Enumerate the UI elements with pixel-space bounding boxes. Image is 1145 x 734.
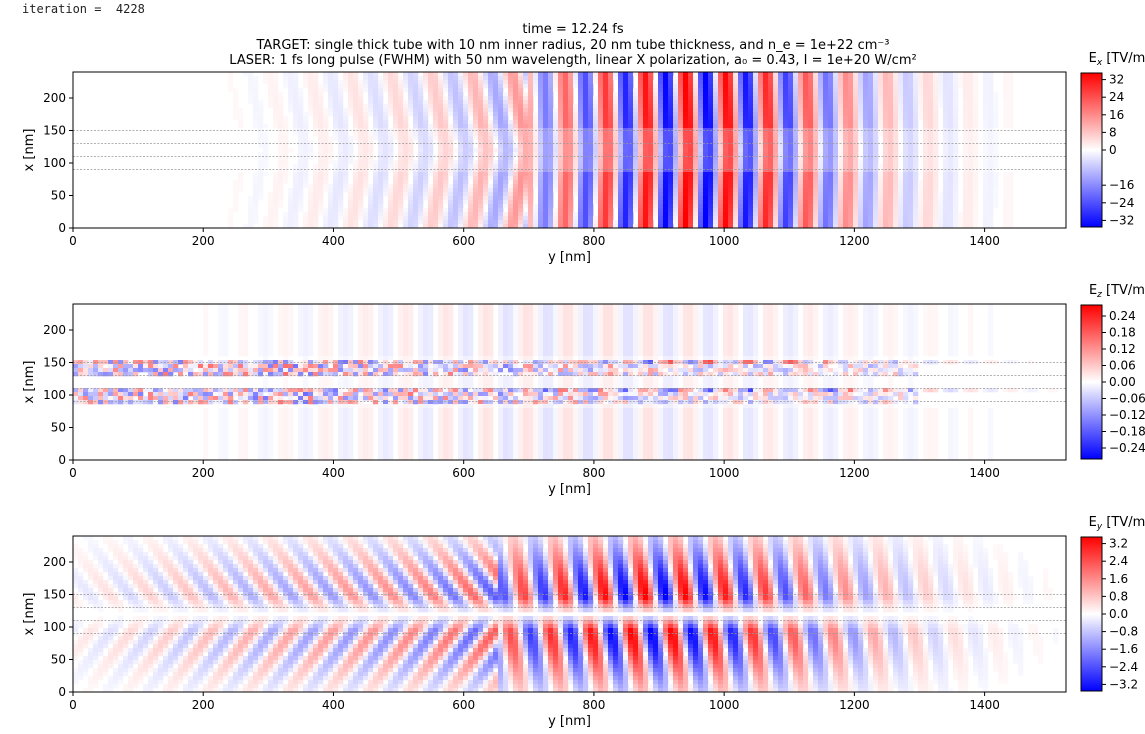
x-tick-label: 800 [582, 698, 605, 712]
y-tick-label: 0 [58, 221, 66, 235]
x-tick-label: 400 [322, 698, 345, 712]
colorbar-tick-label: 0.18 [1109, 326, 1136, 340]
x-tick-label: 1200 [839, 466, 870, 480]
x-axis-label: y [nm] [548, 482, 591, 497]
x-tick-label: 600 [452, 698, 475, 712]
colorbar-ex [1080, 72, 1103, 228]
iteration-counter: iteration = 4228 [22, 2, 145, 16]
heatmap-ez [73, 304, 1066, 460]
y-tick-label: 150 [43, 124, 66, 138]
colorbar-tick-label: −0.06 [1109, 392, 1145, 406]
x-tick-label: 0 [69, 698, 77, 712]
figure-title-time: time = 12.24 fs [522, 22, 624, 37]
x-tick-label: 1000 [709, 466, 740, 480]
y-tick-label: 100 [43, 620, 66, 634]
colorbar-tick-label: −3.2 [1109, 677, 1138, 691]
heatmap-ex [73, 72, 1066, 228]
y-tick-label: 100 [43, 156, 66, 170]
colorbar-tick-label: 0.06 [1109, 359, 1136, 373]
y-tick-label: 150 [43, 356, 66, 370]
colorbar-tick-label: −24 [1109, 196, 1134, 210]
axes-frame [72, 535, 1067, 693]
panel-ey: 0 200 400 600 800 1000 1200 1400 y [nm] 0 50 100 150… [22, 515, 1145, 729]
y-tick-label: 50 [51, 189, 66, 203]
x-tick-label: 1400 [969, 234, 1000, 248]
colorbar-tick-label: −32 [1109, 213, 1134, 227]
colorbar-tick-label: 3.2 [1109, 537, 1128, 551]
colorbar-tick-label: −16 [1109, 178, 1134, 192]
x-tick-label: 200 [192, 466, 215, 480]
colorbar-tick-label: 0.12 [1109, 342, 1136, 356]
colorbar-tick-label: 0 [1109, 143, 1117, 157]
x-tick-label: 200 [192, 234, 215, 248]
y-tick-label: 200 [43, 323, 66, 337]
figure-title-target: TARGET: single thick tube with 10 nm inn… [256, 38, 890, 53]
y-tick-label: 150 [43, 588, 66, 602]
x-tick-label: 0 [69, 466, 77, 480]
panel-ex: 0 200 400 600 800 1000 1200 1400 y [nm] 0 50 100 150… [22, 51, 1145, 265]
x-tick-label: 1400 [969, 466, 1000, 480]
x-tick-label: 1200 [839, 698, 870, 712]
y-tick-label: 200 [43, 555, 66, 569]
colorbar-label: Ez [TV/m] [1089, 283, 1145, 300]
colorbar-label: Ey [TV/m] [1089, 515, 1145, 532]
x-tick-label: 0 [69, 234, 77, 248]
y-axis-label: x [nm] [22, 593, 37, 636]
colorbar-tick-label: 0.00 [1109, 375, 1136, 389]
colorbar-tick-label: 0.0 [1109, 607, 1128, 621]
y-tick-label: 50 [51, 653, 66, 667]
colorbar-tick-label: 16 [1109, 108, 1124, 122]
x-tick-label: 800 [582, 466, 605, 480]
x-tick-label: 1000 [709, 234, 740, 248]
colorbar-tick-label: −0.8 [1109, 625, 1138, 639]
y-tick-label: 0 [58, 453, 66, 467]
x-tick-label: 200 [192, 698, 215, 712]
x-tick-label: 600 [452, 466, 475, 480]
y-tick-label: 50 [51, 421, 66, 435]
colorbar-tick-label: −2.4 [1109, 660, 1138, 674]
figure-title-laser: LASER: 1 fs long pulse (FWHM) with 50 nm… [229, 53, 917, 68]
x-axis-label: y [nm] [548, 714, 591, 729]
colorbar-tick-label: 24 [1109, 90, 1124, 104]
heatmap-ey [73, 536, 1066, 692]
colorbar-tick-label: 2.4 [1109, 554, 1128, 568]
colorbar-tick-label: −0.24 [1109, 441, 1145, 455]
x-tick-label: 1000 [709, 698, 740, 712]
x-tick-label: 600 [452, 234, 475, 248]
y-axis-label: x [nm] [22, 361, 37, 404]
axes-frame [72, 71, 1067, 229]
y-axis-label: x [nm] [22, 129, 37, 172]
y-tick-label: 100 [43, 388, 66, 402]
x-tick-label: 800 [582, 234, 605, 248]
colorbar-tick-label: −0.12 [1109, 408, 1145, 422]
colorbar-tick-label: 0.8 [1109, 589, 1128, 603]
colorbar-tick-label: −0.18 [1109, 425, 1145, 439]
colorbar-tick-label: −1.6 [1109, 642, 1138, 656]
panel-ez: 0 200 400 600 800 1000 1200 1400 y [nm] 0 50 100 150… [22, 283, 1145, 497]
y-tick-label: 0 [58, 685, 66, 699]
y-tick-label: 200 [43, 91, 66, 105]
axes-frame [72, 303, 1067, 461]
colorbar-ey [1080, 536, 1103, 692]
colorbar-ez [1080, 304, 1103, 460]
x-tick-label: 1200 [839, 234, 870, 248]
colorbar-label: Ex [TV/m] [1089, 51, 1145, 68]
x-tick-label: 400 [322, 466, 345, 480]
colorbar-tick-label: 0.24 [1109, 309, 1136, 323]
x-axis-label: y [nm] [548, 250, 591, 265]
x-tick-label: 400 [322, 234, 345, 248]
x-tick-label: 1400 [969, 698, 1000, 712]
colorbar-tick-label: 1.6 [1109, 572, 1128, 586]
colorbar-tick-label: 32 [1109, 73, 1124, 87]
colorbar-tick-label: 8 [1109, 125, 1117, 139]
